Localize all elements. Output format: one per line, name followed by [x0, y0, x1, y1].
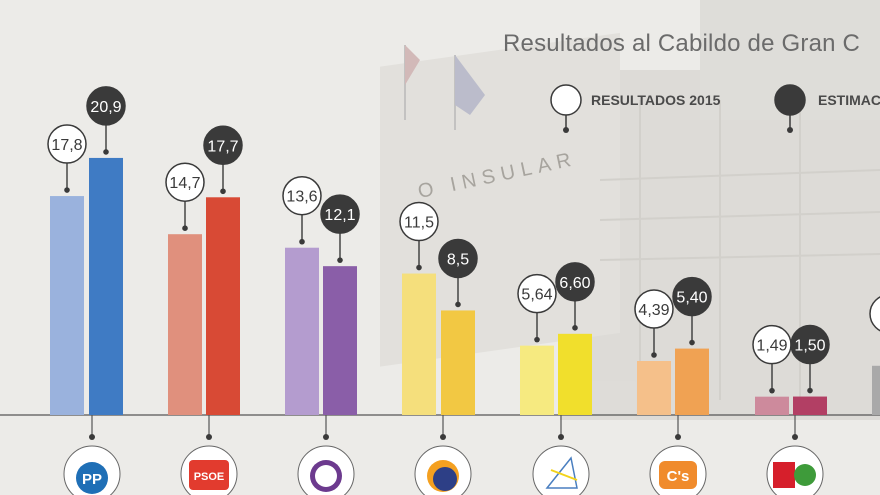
- party-logo-6: C's: [649, 415, 707, 495]
- value-bubble-estimacion-3: 12,1: [320, 194, 360, 263]
- value-bubble-estimacion-7: 1,50: [790, 324, 830, 394]
- value-bubble-2015-8: 4: [869, 296, 880, 332]
- party-logo-3: [297, 415, 355, 495]
- bar-2015-1: [50, 196, 84, 415]
- value-bubble-estimacion-5: 6,60: [555, 262, 595, 331]
- value-label: 4,39: [638, 302, 669, 319]
- value-label: 17,7: [207, 138, 238, 155]
- value-bubble-estimacion-4: 8,5: [438, 238, 478, 308]
- bar-2015-4: [402, 273, 436, 415]
- value-bubble-2015-2: 14,7: [165, 162, 205, 231]
- bar-estimacion-1: [89, 157, 123, 415]
- value-label: 1,50: [794, 338, 825, 355]
- value-bubble-2015-5: 5,64: [517, 273, 557, 343]
- logo-text-psoe: PSOE: [194, 471, 225, 483]
- bar-estimacion-2: [206, 197, 240, 415]
- value-bubble-2015-4: 11,5: [399, 201, 439, 271]
- bar-estimacion-5: [558, 333, 592, 415]
- party-logo-7: [766, 415, 824, 495]
- bar-2015-7: [755, 396, 789, 415]
- bar-estimacion-4: [441, 310, 475, 415]
- legend-label-estimacion: ESTIMAC: [818, 92, 880, 108]
- value-bubble-estimacion-6: 5,40: [672, 276, 712, 346]
- value-label: 1,49: [756, 338, 787, 355]
- bar-estimacion-7: [793, 396, 827, 415]
- bar-2015-2: [168, 234, 202, 415]
- value-label: 6,60: [559, 275, 590, 292]
- legend-label-2015: RESULTADOS 2015: [591, 92, 721, 108]
- value-label: 5,64: [521, 287, 552, 304]
- bar-estimacion-3: [323, 266, 357, 415]
- bar-2015-6: [637, 361, 671, 415]
- party-logo-2: PSOE: [180, 415, 238, 495]
- value-label: 20,9: [90, 99, 121, 116]
- party-logo-1: PP: [63, 415, 121, 495]
- bar-estimacion-6: [675, 348, 709, 415]
- logo-text-cs: C's: [667, 468, 690, 485]
- value-bubble-2015-6: 4,39: [634, 289, 674, 358]
- value-bubble-estimacion-1: 20,9: [86, 86, 126, 155]
- party-logo-4: [414, 415, 472, 495]
- value-label: 5,40: [676, 290, 707, 307]
- chart-title: Resultados al Cabildo de Gran C: [503, 30, 861, 57]
- value-label: 13,6: [286, 189, 317, 206]
- bar-2015-8: [872, 365, 880, 415]
- value-label: 11,5: [404, 215, 434, 232]
- value-label: 12,1: [324, 207, 355, 224]
- value-label: 17,8: [51, 137, 82, 154]
- value-bubble-estimacion-2: 17,7: [203, 125, 243, 195]
- value-bubble-2015-3: 13,6: [282, 175, 322, 245]
- party-logo-5: [532, 415, 590, 495]
- value-bubble-2015-1: 17,8: [47, 124, 87, 193]
- bar-2015-3: [285, 247, 319, 415]
- value-bubble-2015-7: 1,49: [752, 324, 792, 394]
- bar-2015-5: [520, 345, 554, 415]
- value-label: 14,7: [169, 175, 200, 192]
- logo-text-pp: PP: [82, 471, 102, 488]
- value-label: 8,5: [447, 251, 469, 268]
